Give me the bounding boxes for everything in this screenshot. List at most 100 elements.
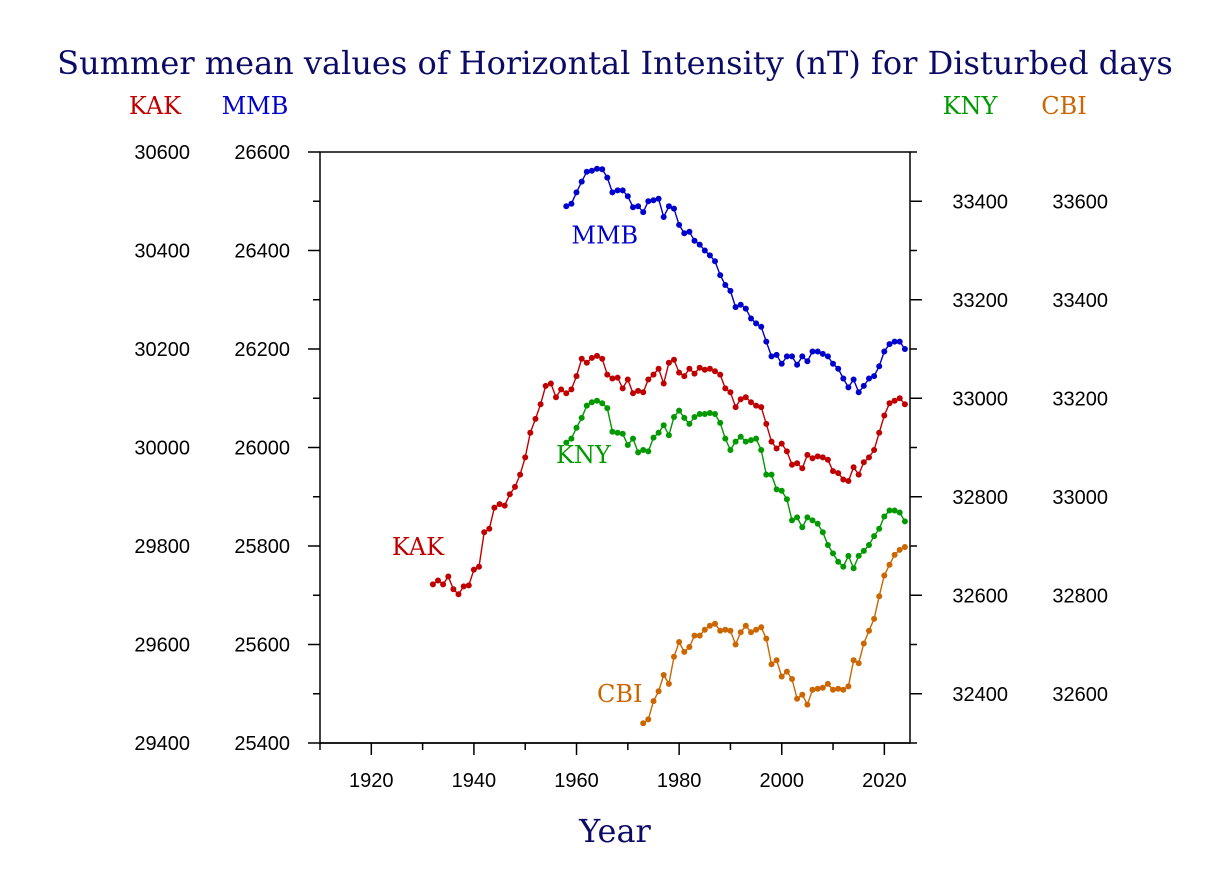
data-point-cbi [901, 544, 908, 550]
data-point-kak [588, 354, 595, 361]
data-point-kak [701, 366, 708, 373]
data-point-kak [604, 371, 611, 378]
data-point-mmb [660, 214, 667, 220]
data-point-mmb [901, 346, 908, 352]
data-point-kak [696, 364, 703, 371]
data-point-mmb [609, 189, 616, 196]
data-point-cbi [860, 640, 867, 647]
data-point-mmb [614, 187, 621, 194]
data-point-mmb [809, 348, 816, 355]
data-point-kak [783, 448, 790, 455]
data-point-kny [871, 533, 878, 540]
x-tick-label: 1920 [349, 770, 394, 792]
data-point-mmb [655, 195, 662, 202]
x-tick-label: 1980 [657, 770, 702, 792]
series-line-kny [565, 399, 906, 571]
data-point-mmb [624, 193, 631, 200]
data-point-kny [701, 411, 708, 417]
data-point-kak [819, 454, 826, 461]
data-point-cbi [706, 622, 713, 629]
data-point-kny [850, 565, 857, 572]
data-point-mmb [840, 375, 847, 382]
data-point-cbi [701, 626, 708, 633]
data-point-kny [681, 414, 688, 421]
data-point-cbi [835, 685, 842, 692]
data-point-mmb [665, 203, 672, 210]
data-point-mmb [753, 320, 760, 327]
data-point-kny [635, 449, 642, 456]
data-point-mmb [835, 365, 842, 372]
data-point-kny [655, 429, 662, 436]
data-point-kak [547, 380, 554, 387]
y-tick-label-kny: 33000 [952, 388, 1008, 410]
data-point-kny [722, 435, 729, 442]
data-point-kak [845, 478, 852, 484]
data-point-kak [609, 375, 616, 382]
data-point-mmb [758, 323, 765, 330]
data-point-kny [824, 542, 831, 548]
data-point-cbi [640, 720, 647, 727]
data-point-kny [727, 447, 734, 453]
data-point-kak [732, 404, 739, 411]
data-point-kak [742, 394, 749, 401]
data-point-mmb [794, 361, 801, 368]
data-point-kak [824, 456, 831, 463]
data-point-kak [655, 365, 662, 372]
data-point-mmb [717, 272, 724, 279]
data-point-kak [891, 397, 898, 404]
data-point-kny [583, 402, 590, 409]
data-point-kak [594, 352, 600, 359]
data-point-kak [681, 373, 688, 380]
data-point-cbi [732, 641, 739, 648]
data-point-cbi [824, 680, 831, 687]
y-tick-label-mmb: 25600 [234, 635, 290, 657]
data-point-mmb [696, 241, 703, 248]
data-point-kak [435, 577, 441, 584]
data-point-kak [599, 355, 606, 362]
data-point-mmb [630, 204, 636, 211]
data-point-mmb [799, 353, 806, 360]
data-point-mmb [819, 350, 826, 357]
data-point-kny [778, 487, 785, 494]
data-point-mmb [563, 203, 570, 210]
data-point-kak [830, 468, 836, 475]
data-point-kak [470, 566, 477, 573]
data-point-cbi [665, 680, 672, 687]
data-point-cbi [768, 661, 775, 668]
data-point-mmb [588, 167, 595, 174]
chart-title: Summer mean values of Horizontal Intensi… [57, 44, 1173, 82]
data-point-mmb [578, 178, 585, 185]
data-point-mmb [701, 247, 708, 254]
data-point-mmb [896, 338, 903, 345]
data-point-kak [753, 402, 760, 409]
data-point-kny [630, 435, 636, 442]
data-point-kak [537, 401, 544, 408]
data-point-kak [486, 525, 493, 532]
data-point-mmb [778, 360, 785, 367]
data-point-kny [860, 547, 867, 554]
data-point-kny [845, 552, 852, 559]
data-point-mmb [650, 197, 657, 204]
data-point-mmb [671, 205, 677, 212]
data-point-kak [809, 455, 816, 462]
axis-heading-kak: KAK [129, 92, 182, 120]
data-point-kak [722, 385, 729, 392]
data-point-mmb [640, 209, 647, 216]
data-point-kak [624, 376, 631, 383]
data-point-kny [748, 437, 754, 444]
data-point-mmb [814, 348, 821, 355]
data-point-kny [650, 434, 657, 441]
data-point-cbi [758, 624, 765, 631]
data-point-mmb [876, 363, 883, 370]
x-axis-title: Year [578, 812, 651, 850]
data-point-cbi [783, 668, 790, 675]
data-point-mmb [635, 203, 642, 210]
data-point-kny [799, 524, 806, 531]
data-point-cbi [681, 648, 688, 655]
data-point-cbi [830, 686, 836, 693]
data-point-kak [465, 582, 472, 589]
data-point-kak [563, 390, 570, 397]
data-point-mmb [850, 376, 857, 383]
y-tick-label-cbi: 33400 [1052, 290, 1108, 312]
